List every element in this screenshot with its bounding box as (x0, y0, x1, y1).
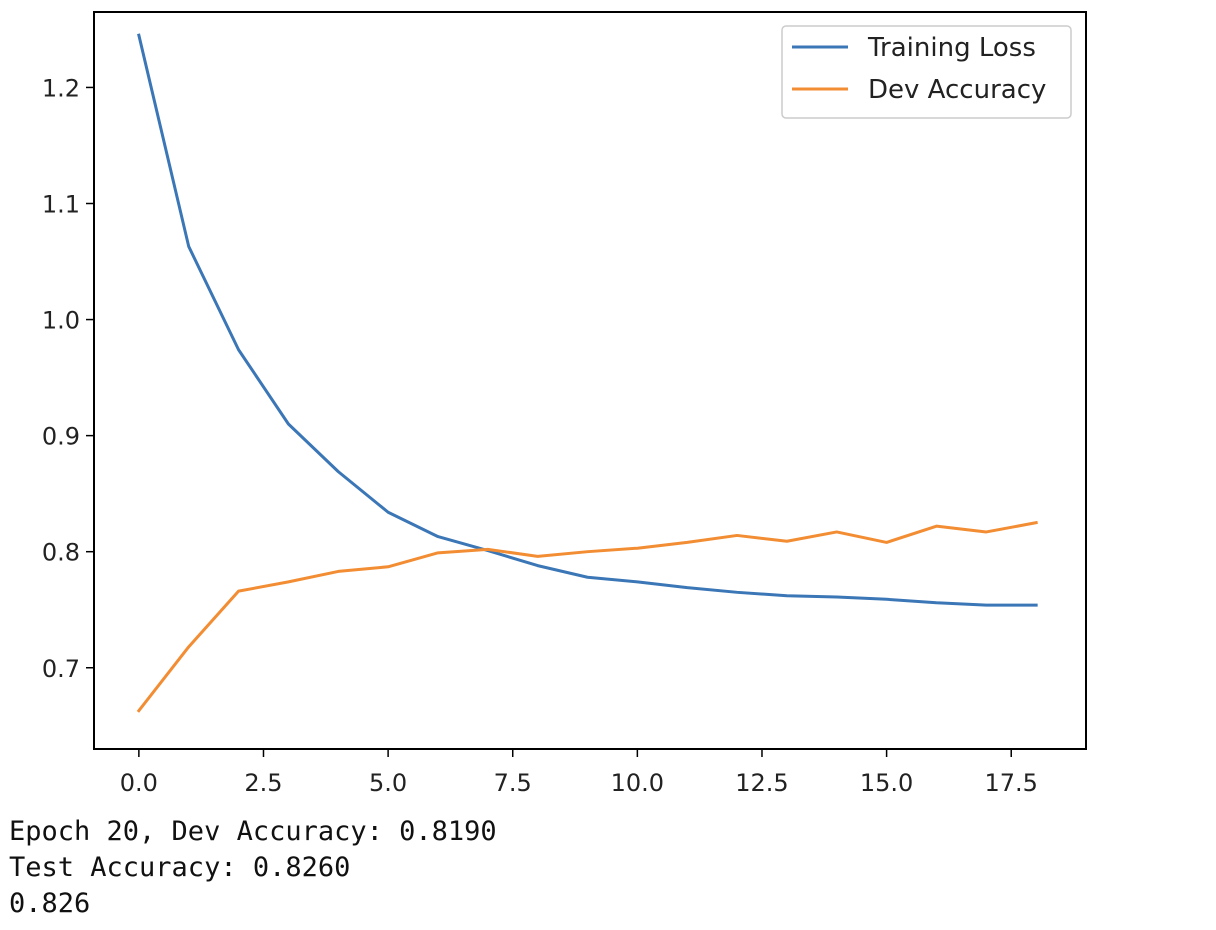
test-accuracy-line: Test Accuracy: 0.8260 (9, 852, 351, 883)
x-tick-label: 17.5 (985, 769, 1038, 797)
legend-label-training-loss: Training Loss (867, 33, 1036, 63)
y-tick-label: 0.8 (42, 539, 80, 567)
y-tick-label: 0.9 (42, 423, 80, 451)
legend-box (781, 25, 1072, 119)
x-tick-label: 0.0 (120, 769, 158, 797)
plot-frame (93, 11, 1087, 750)
epoch-result-line: Epoch 20, Dev Accuracy: 0.8190 (9, 816, 497, 847)
return-value-line: 0.826 (9, 888, 91, 919)
x-tick-label: 15.0 (860, 769, 913, 797)
series-line-dev-accuracy (136, 520, 1038, 713)
series-line-training-loss (137, 33, 1038, 607)
legend-label-dev-accuracy: Dev Accuracy (868, 75, 1046, 105)
x-tick-label: 12.5 (735, 769, 788, 797)
y-tick-label: 1.0 (42, 307, 80, 335)
console-output: Epoch 20, Dev Accuracy: 0.8190 Test Accu… (9, 814, 497, 922)
y-tick-label: 1.1 (42, 191, 80, 219)
x-tick-label: 2.5 (244, 769, 282, 797)
legend: Training Loss Dev Accuracy (781, 25, 1072, 119)
y-tick-label: 1.2 (42, 74, 80, 102)
x-tick-label: 5.0 (369, 769, 407, 797)
x-tick-label: 10.0 (611, 769, 664, 797)
line-chart: 0.0 2.5 5.0 7.5 10.0 12.5 15.0 17.5 0.7 0.8 0.9 1.0… (42, 11, 1087, 797)
x-tick-label: 7.5 (494, 769, 532, 797)
y-tick-label: 0.7 (42, 655, 80, 683)
